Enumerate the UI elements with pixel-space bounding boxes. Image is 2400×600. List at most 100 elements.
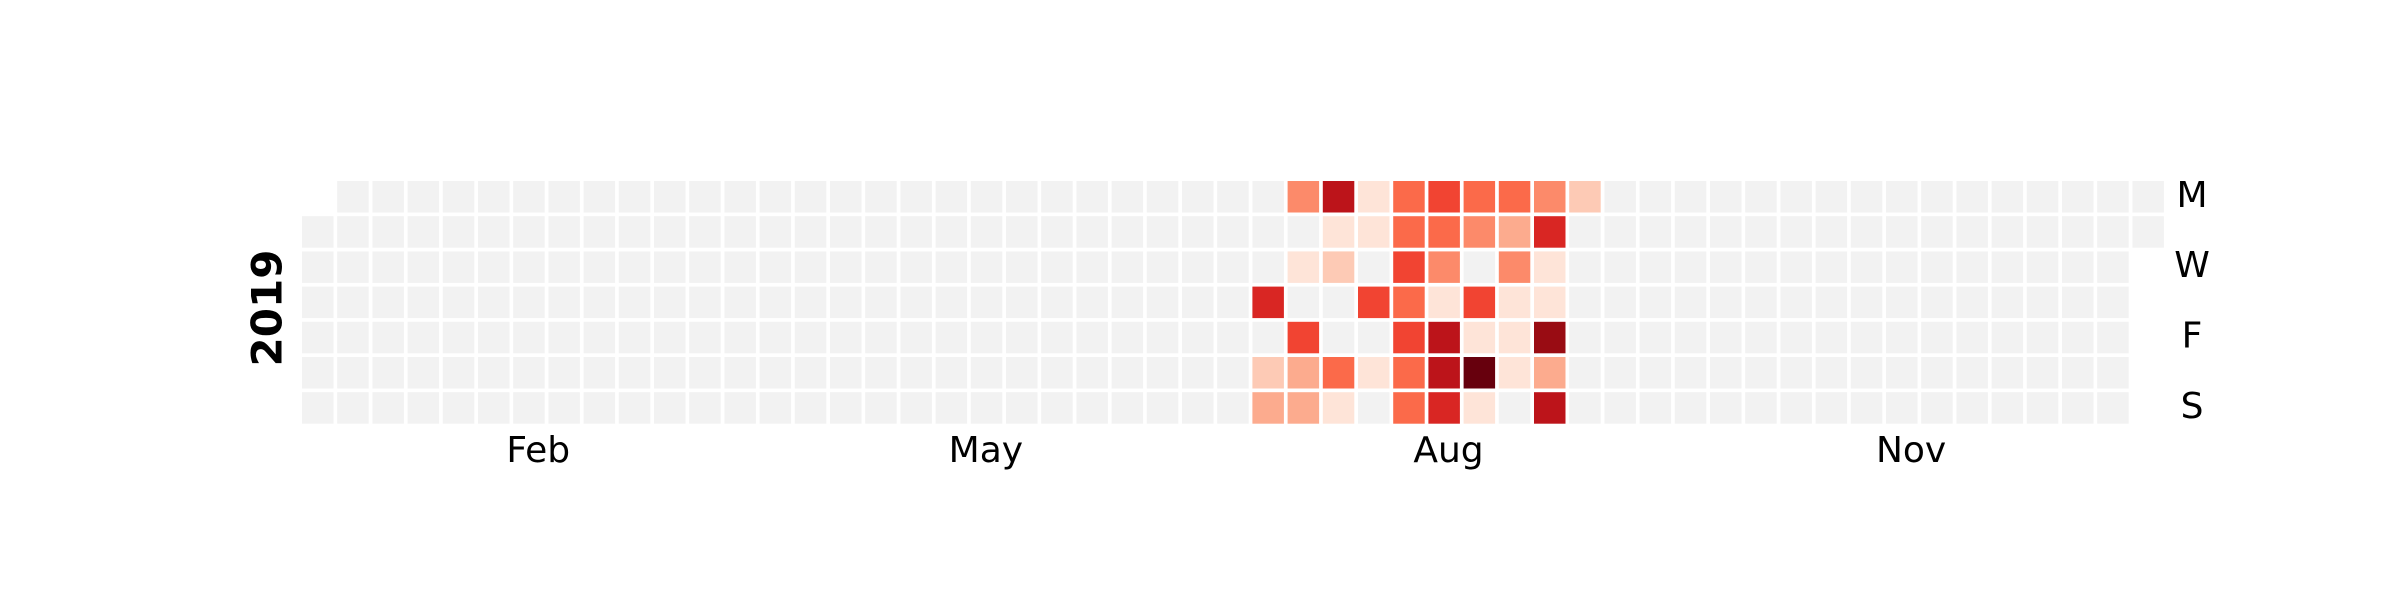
heatmap-cell xyxy=(1710,216,1742,248)
heatmap-cell xyxy=(1182,181,1214,213)
x-tick-label: Aug xyxy=(1413,430,1483,471)
heatmap-cell xyxy=(1745,216,1777,248)
heatmap-cell xyxy=(1358,286,1390,319)
heatmap-cell xyxy=(1252,216,1284,248)
heatmap-cell xyxy=(407,321,440,354)
heatmap-cell xyxy=(1850,286,1883,319)
heatmap-cell xyxy=(1991,216,2024,248)
heatmap-cell xyxy=(442,181,475,213)
heatmap-cell xyxy=(759,357,792,389)
heatmap-cell xyxy=(970,357,1003,389)
heatmap-cell xyxy=(2062,321,2094,354)
heatmap-cell xyxy=(583,286,616,319)
heatmap-cell xyxy=(583,321,616,354)
heatmap-cell xyxy=(865,357,897,389)
heatmap-cell xyxy=(1252,286,1284,319)
heatmap-cell xyxy=(1006,392,1038,424)
heatmap-cell xyxy=(759,321,792,354)
heatmap-cell xyxy=(865,251,897,283)
heatmap-cell xyxy=(1076,357,1108,389)
heatmap-cell xyxy=(1745,251,1777,283)
heatmap-cell xyxy=(1463,286,1496,319)
heatmap-cell xyxy=(407,357,440,389)
heatmap-cell xyxy=(900,321,932,354)
heatmap-cell xyxy=(1287,251,1320,283)
heatmap-cell xyxy=(1921,321,1953,354)
heatmap-cell xyxy=(442,321,475,354)
heatmap-cell xyxy=(407,251,440,283)
heatmap-cell xyxy=(1534,357,1566,389)
heatmap-cell xyxy=(1604,392,1636,424)
heatmap-cell xyxy=(1815,321,1848,354)
heatmap-cell xyxy=(1146,251,1179,283)
heatmap-cell xyxy=(478,286,510,319)
heatmap-cell xyxy=(1639,392,1672,424)
heatmap-cell xyxy=(1674,216,1707,248)
heatmap-cell xyxy=(830,251,862,283)
heatmap-cell xyxy=(618,321,651,354)
heatmap-cell xyxy=(1780,181,1812,213)
heatmap-cell xyxy=(548,357,580,389)
heatmap-cell xyxy=(759,286,792,319)
heatmap-cell xyxy=(935,216,968,248)
heatmap-cell xyxy=(407,392,440,424)
heatmap-cell xyxy=(478,216,510,248)
heatmap-cell xyxy=(583,251,616,283)
heatmap-cell xyxy=(1921,181,1953,213)
heatmap-cell xyxy=(830,181,862,213)
heatmap-cell xyxy=(337,321,369,354)
heatmap-cell xyxy=(1217,321,1249,354)
heatmap-cell xyxy=(1639,321,1672,354)
heatmap-cell xyxy=(1569,181,1601,213)
heatmap-cell xyxy=(1182,286,1214,319)
heatmap-cell xyxy=(1041,392,1073,424)
heatmap-cell xyxy=(513,321,545,354)
heatmap-cell xyxy=(1886,321,1918,354)
heatmap-cell xyxy=(1358,357,1390,389)
heatmap-cell xyxy=(1886,251,1918,283)
heatmap-cell xyxy=(970,181,1003,213)
heatmap-cell xyxy=(759,392,792,424)
heatmap-cell xyxy=(1780,321,1812,354)
heatmap-cell xyxy=(2026,392,2059,424)
heatmap-cell xyxy=(1322,392,1355,424)
heatmap-cell xyxy=(1393,392,1425,424)
heatmap-cell xyxy=(654,321,686,354)
heatmap-cell xyxy=(1287,321,1320,354)
heatmap-cell xyxy=(1076,216,1108,248)
heatmap-cell xyxy=(1710,392,1742,424)
heatmap-cell xyxy=(1463,392,1496,424)
heatmap-cell xyxy=(302,392,334,424)
heatmap-cell xyxy=(478,251,510,283)
heatmap-cell xyxy=(1815,392,1848,424)
heatmap-cell xyxy=(830,286,862,319)
heatmap-cell xyxy=(1076,392,1108,424)
heatmap-cell xyxy=(1710,251,1742,283)
heatmap-cell xyxy=(759,181,792,213)
heatmap-cell xyxy=(794,392,827,424)
heatmap-cell xyxy=(2026,181,2059,213)
heatmap-cell xyxy=(1886,392,1918,424)
heatmap-cell xyxy=(337,181,369,213)
heatmap-cell xyxy=(654,357,686,389)
heatmap-cell xyxy=(1710,321,1742,354)
heatmap-cell xyxy=(1921,251,1953,283)
heatmap-cell xyxy=(794,286,827,319)
heatmap-cell xyxy=(1463,321,1496,354)
heatmap-cell xyxy=(1076,251,1108,283)
heatmap-cell xyxy=(1921,216,1953,248)
heatmap-cell xyxy=(442,392,475,424)
heatmap-cell xyxy=(724,181,756,213)
heatmap-cell xyxy=(1498,321,1531,354)
heatmap-cell xyxy=(1604,181,1636,213)
heatmap-cell xyxy=(442,357,475,389)
heatmap-cell xyxy=(442,251,475,283)
heatmap-cell xyxy=(1182,251,1214,283)
heatmap-cell xyxy=(970,286,1003,319)
heatmap-cell xyxy=(794,321,827,354)
heatmap-cell xyxy=(513,216,545,248)
heatmap-cell xyxy=(548,321,580,354)
heatmap-cell xyxy=(1991,392,2024,424)
heatmap-cell xyxy=(1498,392,1531,424)
